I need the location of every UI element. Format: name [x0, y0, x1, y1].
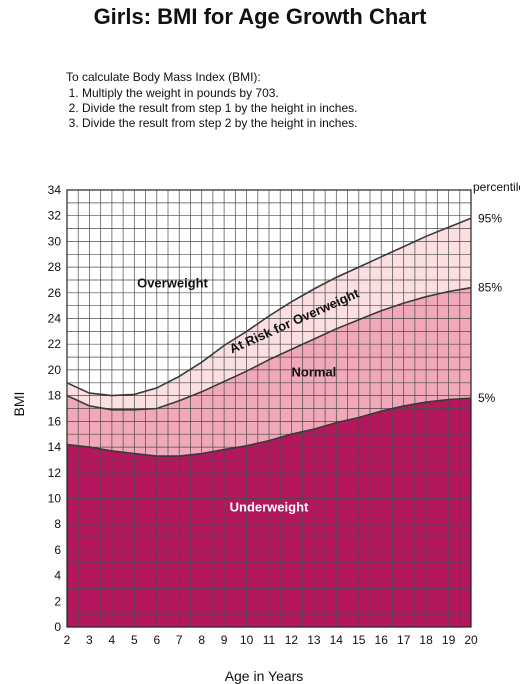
- x-tick-label: 12: [285, 633, 299, 647]
- y-tick-label: 30: [48, 234, 62, 248]
- y-tick-label: 6: [54, 543, 61, 557]
- y-tick-label: 10: [48, 492, 62, 506]
- y-axis-label: BMI: [11, 392, 27, 417]
- x-tick-label: 16: [375, 633, 389, 647]
- normal-label: Normal: [292, 364, 337, 379]
- y-tick-label: 20: [48, 363, 62, 377]
- y-tick-label: 26: [48, 286, 62, 300]
- chart-title: Girls: BMI for Age Growth Chart: [93, 4, 427, 29]
- x-tick-label: 11: [263, 633, 276, 647]
- x-tick-label: 2: [64, 633, 71, 647]
- y-tick-label: 2: [54, 594, 61, 608]
- percentile-curve: [66, 397, 472, 457]
- x-tick-label: 15: [352, 633, 366, 647]
- instructions-intro: To calculate Body Mass Index (BMI):: [66, 70, 261, 84]
- x-tick-label: 13: [307, 633, 321, 647]
- y-tick-label: 14: [48, 440, 62, 454]
- x-tick-label: 17: [397, 633, 411, 647]
- underweight-label: Underweight: [230, 499, 309, 514]
- instruction-step-2: Divide the result from step 1 by the hei…: [82, 101, 357, 116]
- x-tick-label: 18: [419, 633, 433, 647]
- bmi-instructions: To calculate Body Mass Index (BMI): Mult…: [66, 70, 357, 131]
- x-tick-label: 20: [464, 633, 478, 647]
- x-tick-label: 7: [176, 633, 183, 647]
- x-tick-label: 4: [109, 633, 116, 647]
- y-tick-label: 0: [54, 620, 61, 634]
- percentile-curves: 5% 85% 95%: [66, 211, 502, 457]
- x-tick-label: 5: [131, 633, 138, 647]
- instruction-step-1: Multiply the weight in pounds by 703.: [82, 86, 357, 101]
- percentile-curve: [66, 217, 472, 397]
- percentile-curve: [66, 286, 472, 411]
- plot-frame: [66, 189, 472, 628]
- percentile-curve-label: 85%: [478, 281, 502, 295]
- y-tick-label: 28: [48, 260, 62, 274]
- x-tick-label: 3: [86, 633, 93, 647]
- y-tick-label: 34: [48, 183, 62, 197]
- x-tick-label: 9: [221, 633, 228, 647]
- x-tick-label: 19: [442, 633, 456, 647]
- x-tick-label: 6: [153, 633, 160, 647]
- x-axis-label: Age in Years: [225, 668, 304, 684]
- x-tick-label: 8: [198, 633, 205, 647]
- instruction-step-3: Divide the result from step 2 by the hei…: [82, 116, 357, 131]
- overweight-label: Overweight: [137, 276, 208, 291]
- y-tick-label: 4: [54, 569, 61, 583]
- percentile-curve-label: 5%: [478, 391, 496, 405]
- y-tick-label: 12: [48, 466, 62, 480]
- y-tick-label: 24: [48, 312, 62, 326]
- percentile-curve-label: 95%: [478, 211, 502, 225]
- instructions-steps: Multiply the weight in pounds by 703. Di…: [66, 86, 357, 131]
- chart-grid: [66, 189, 472, 628]
- axis-ticks: 2 3 4 5 6 7 8 9 10 11 12 13 14 15 16 17 18 19 200246810121…: [48, 183, 478, 647]
- y-tick-label: 8: [54, 517, 61, 531]
- y-tick-label: 18: [48, 389, 62, 403]
- percentile-label: percentile: [473, 180, 520, 194]
- y-tick-label: 32: [48, 209, 62, 223]
- y-tick-label: 22: [48, 337, 62, 351]
- y-tick-label: 16: [48, 414, 62, 428]
- x-tick-label: 10: [240, 633, 254, 647]
- x-tick-label: 14: [330, 633, 344, 647]
